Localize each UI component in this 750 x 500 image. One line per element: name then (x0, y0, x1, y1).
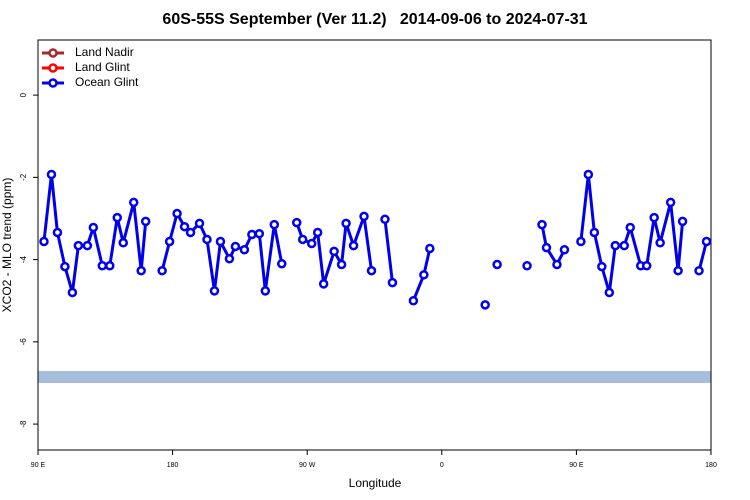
x-tick-label: 90 W (299, 462, 316, 469)
point (348, 240, 359, 251)
y-tick-label: 0 (19, 92, 28, 97)
point (655, 237, 665, 248)
point (260, 286, 271, 296)
y-tick-label: -2 (19, 173, 28, 181)
point (665, 197, 676, 208)
point (341, 218, 351, 229)
point (589, 227, 600, 238)
point (318, 279, 329, 289)
point (269, 219, 280, 230)
point (97, 261, 108, 271)
point (425, 243, 435, 254)
series-line (42, 172, 708, 302)
point (105, 261, 115, 271)
point (247, 229, 257, 240)
point (408, 295, 419, 306)
point (46, 169, 57, 180)
point (73, 240, 84, 251)
y-tick-label: -6 (19, 338, 28, 346)
point (387, 277, 398, 288)
band (38, 371, 711, 383)
point (67, 287, 78, 298)
point (224, 254, 235, 264)
point (39, 236, 49, 247)
point (164, 236, 175, 247)
point (576, 236, 586, 247)
point (306, 238, 317, 249)
point (701, 236, 712, 247)
point (619, 240, 630, 251)
y-axis-label: XCO2 - MLO trend (ppm) (0, 178, 14, 313)
point (297, 234, 308, 245)
point (112, 212, 123, 223)
plot-frame (37, 39, 712, 451)
point (583, 169, 594, 180)
point (537, 219, 547, 230)
point (522, 261, 532, 271)
legend-label: Ocean Glint (75, 75, 139, 89)
point (673, 265, 683, 276)
point (239, 244, 250, 255)
point (541, 242, 552, 253)
legend-marker (48, 48, 58, 58)
point (140, 216, 151, 227)
point (677, 216, 688, 227)
x-tick-label: 0 (440, 462, 444, 469)
point (329, 246, 339, 257)
x-tick-label: 180 (705, 462, 717, 469)
point (128, 197, 139, 208)
point (492, 259, 502, 270)
legend-label: Land Glint (75, 60, 130, 74)
chart-title: 60S-55S September (Ver 11.2) 2014-09-06 … (162, 11, 587, 28)
point (694, 265, 704, 276)
point (209, 286, 220, 296)
point (215, 236, 226, 247)
point (480, 300, 490, 310)
point (597, 261, 607, 272)
point (419, 270, 429, 280)
x-axis-label: Longitude (349, 476, 402, 490)
point (254, 228, 265, 239)
point (185, 227, 196, 238)
point (641, 261, 652, 271)
x-tick-label: 180 (167, 462, 179, 469)
point (336, 259, 347, 270)
point (277, 258, 287, 269)
point (559, 244, 570, 255)
point (604, 287, 615, 298)
y-tick-label: -8 (19, 420, 28, 428)
point (88, 222, 99, 233)
point (60, 261, 70, 272)
legend-marker (48, 78, 58, 88)
point (366, 265, 377, 276)
point (136, 265, 146, 276)
point (625, 222, 635, 233)
legend-marker (48, 63, 58, 73)
point (202, 234, 212, 245)
point (380, 214, 390, 225)
point (52, 227, 63, 238)
point (359, 211, 369, 222)
point (179, 221, 190, 232)
y-tick-label: -4 (19, 255, 28, 263)
point (157, 265, 167, 276)
point (230, 241, 241, 252)
x-tick-label: 90 E (31, 462, 46, 469)
x-tick-label: 90 E (569, 462, 584, 469)
point (118, 237, 128, 248)
point (194, 218, 205, 229)
point (312, 227, 323, 238)
point (610, 240, 621, 251)
point (291, 217, 302, 228)
point (82, 240, 93, 251)
point (552, 259, 562, 270)
point (172, 208, 182, 219)
legend-label: Land Nadir (75, 45, 134, 59)
point (649, 212, 659, 223)
